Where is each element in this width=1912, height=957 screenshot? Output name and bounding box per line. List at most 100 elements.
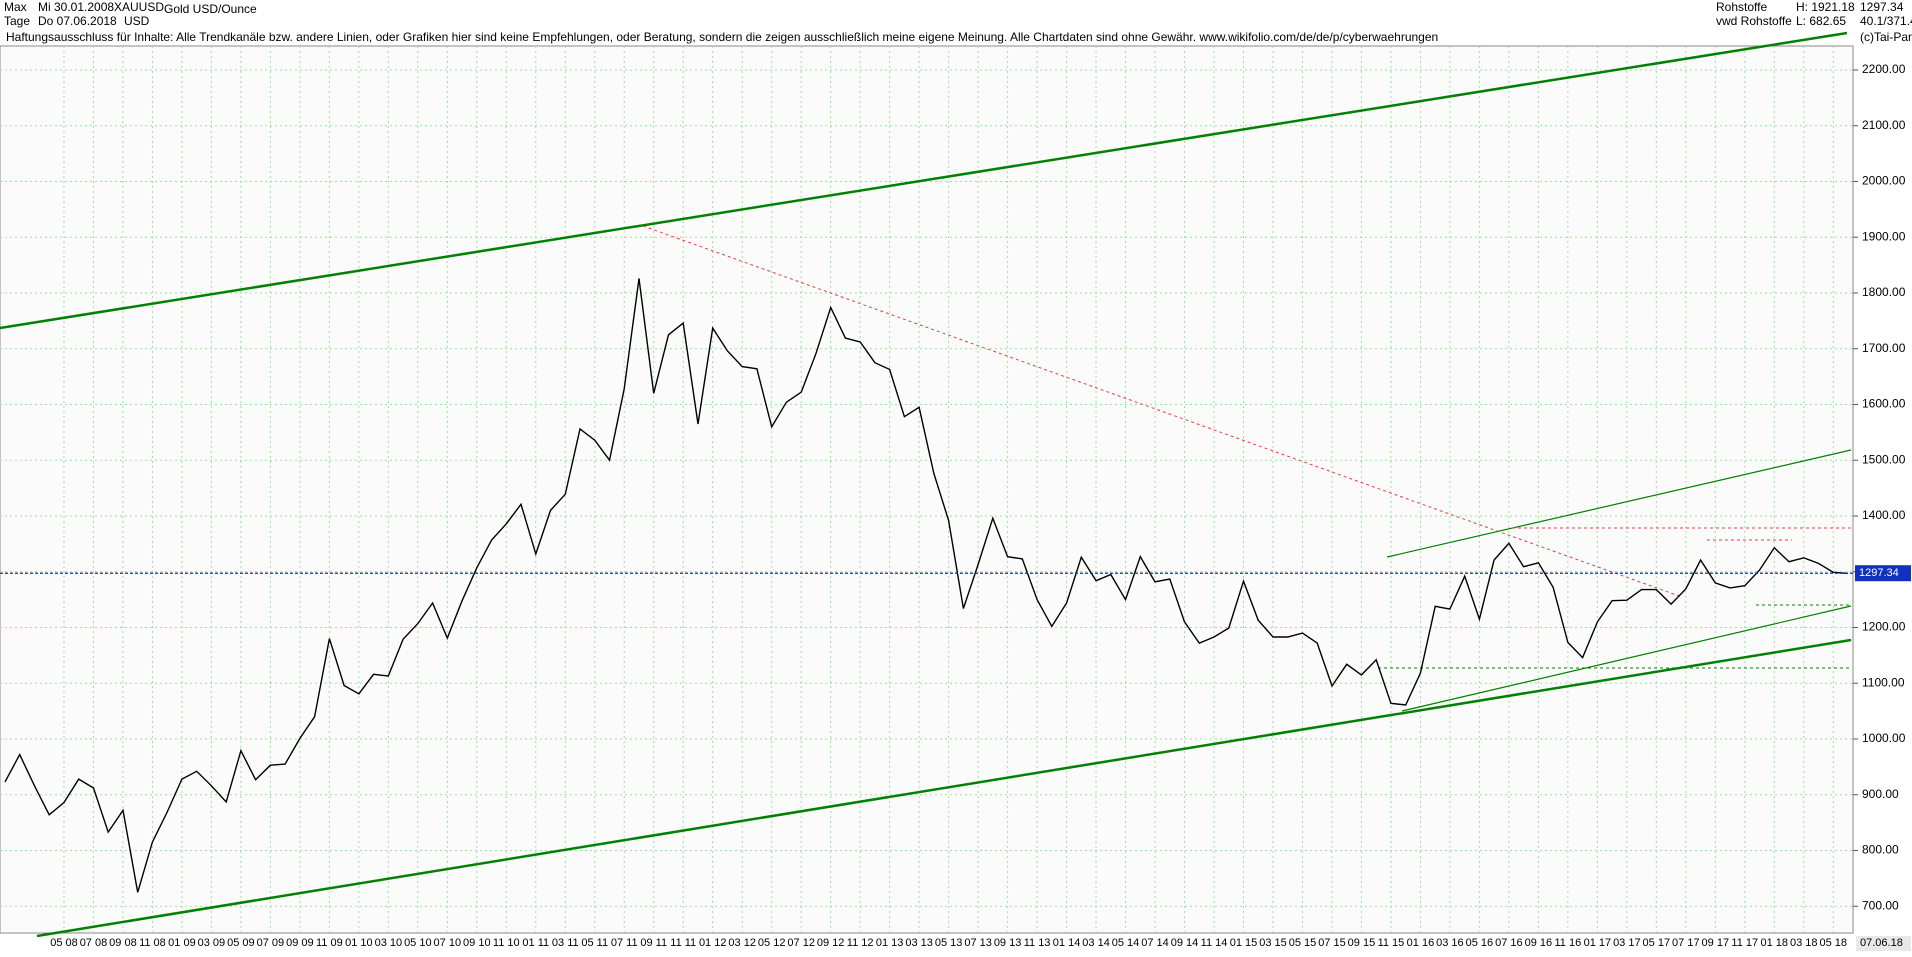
x-tick-label: 05 12 — [758, 937, 786, 949]
x-tick-label: 11 12 — [847, 937, 874, 949]
header: Max Mi 30.01.2008 XAUUSD Gold USD/Ounce … — [4, 0, 1912, 44]
end-date: Do 07.06.2018 — [38, 14, 117, 28]
x-tick-label: 03 10 — [375, 937, 403, 949]
last: 1297.34 — [1860, 0, 1904, 14]
x-tick-label: 07 16 — [1495, 937, 1523, 949]
period: Tage — [4, 14, 30, 28]
x-tick-label: 11 10 — [493, 937, 520, 949]
y-tick-label: 900.00 — [1862, 787, 1899, 801]
x-tick-label: 05 09 — [227, 937, 255, 949]
copyright: (c)Tai-Pan — [1860, 30, 1912, 44]
x-tick-label: 01 12 — [699, 937, 727, 949]
x-tick-label: 09 12 — [817, 937, 845, 949]
x-tick-label: 05 11 — [581, 937, 608, 949]
grid — [0, 46, 1853, 933]
x-tick-label: 11 09 — [316, 937, 343, 949]
last-price-label: 1297.34 — [1859, 567, 1899, 579]
x-tick-label: 01 09 — [168, 937, 196, 949]
x-tick-label: 03 17 — [1613, 937, 1641, 949]
x-tick-label: 01 16 — [1407, 937, 1435, 949]
y-tick-label: 1900.00 — [1862, 229, 1906, 243]
x-tick-label: 05 08 — [50, 937, 78, 949]
y-tick-label: 1100.00 — [1862, 675, 1905, 689]
x-tick-label: 07 13 — [964, 937, 992, 949]
x-tick-label: 01 13 — [876, 937, 904, 949]
x-tick-label: 01 10 — [345, 937, 373, 949]
x-tick-label: 05 16 — [1466, 937, 1494, 949]
y-tick-label: 2100.00 — [1862, 118, 1906, 132]
y-tick-label: 2200.00 — [1862, 62, 1906, 76]
x-tick-label: 11 14 — [1201, 937, 1228, 949]
resistance-line — [642, 225, 1683, 598]
y-tick-label: 2000.00 — [1862, 174, 1906, 188]
x-tick-label: 09 10 — [463, 937, 491, 949]
x-tick-label: 03 16 — [1436, 937, 1464, 949]
x-tick-label: 11 16 — [1555, 937, 1582, 949]
x-tick-label: 01 18 — [1761, 937, 1789, 949]
x-tick-label: 05 14 — [1112, 937, 1140, 949]
lower-channel — [36, 638, 1852, 938]
y-tick-label: 1500.00 — [1862, 452, 1906, 466]
y-tick-label: 1000.00 — [1862, 731, 1906, 745]
x-tick-label: 07 09 — [257, 937, 285, 949]
x-tick-label: 01 11 — [522, 937, 549, 949]
currency: USD — [124, 14, 150, 28]
end-label: 07.06.18 — [1860, 937, 1903, 949]
symbol: XAUUSD — [114, 0, 164, 14]
x-tick-label: 03 13 — [905, 937, 933, 949]
x-tick-label: 03 14 — [1082, 937, 1110, 949]
x-tick-label: 01 17 — [1584, 937, 1612, 949]
x-tick-label: 09 09 — [286, 937, 314, 949]
x-tick-label: 05 10 — [404, 937, 432, 949]
x-tick-label: 03 11 — [552, 937, 579, 949]
x-tick-label: 09 11 — [640, 937, 667, 949]
end-label-box — [1856, 936, 1911, 951]
x-tick-label: 05 15 — [1289, 937, 1317, 949]
channel-line — [1386, 449, 1852, 558]
low: L: 682.65 — [1796, 14, 1846, 28]
x-tick-label: 11 13 — [1024, 937, 1051, 949]
upper-channel — [0, 31, 1848, 330]
high: H: 1921.18 — [1796, 0, 1855, 14]
last-price-box — [1855, 565, 1911, 582]
x-tick-label: 09 08 — [109, 937, 137, 949]
x-tick-label: 01 14 — [1053, 937, 1081, 949]
x-tick-label: 09 16 — [1525, 937, 1553, 949]
x-tick-label: 07 17 — [1672, 937, 1700, 949]
x-tick-label: 09 14 — [1171, 937, 1199, 949]
x-tick-label: 11 11 — [670, 937, 696, 949]
y-tick-label: 1800.00 — [1862, 285, 1906, 299]
y-tick-label: 1600.00 — [1862, 397, 1906, 411]
x-tick-label: 03 12 — [728, 937, 756, 949]
x-tick-label: 09 17 — [1702, 937, 1730, 949]
x-tick-label: 07 08 — [80, 937, 108, 949]
x-tick-label: 11 08 — [139, 937, 166, 949]
source2: vwd Rohstoffe — [1716, 14, 1792, 28]
y-tick-label: 800.00 — [1862, 843, 1899, 857]
x-tick-label: 03 18 — [1790, 937, 1818, 949]
x-tick-label: 05 17 — [1643, 937, 1671, 949]
y-tick-label: 1700.00 — [1862, 341, 1906, 355]
x-tick-label: 07 14 — [1141, 937, 1169, 949]
x-tick-label: 11 17 — [1731, 937, 1758, 949]
x-tick-label: 07 12 — [787, 937, 815, 949]
range: Max — [4, 0, 27, 14]
channel-line — [1401, 605, 1852, 712]
x-tick-label: 09 15 — [1348, 937, 1376, 949]
extra: 40.1/371.4 — [1860, 14, 1912, 28]
x-tick-label: 01 15 — [1230, 937, 1258, 949]
y-tick-label: 1200.00 — [1862, 620, 1906, 634]
chart-title: Haftungsausschluss für Inhalte: Alle Tre… — [6, 30, 1438, 44]
y-tick-label: 1400.00 — [1862, 508, 1906, 522]
y-tick-label: 700.00 — [1862, 898, 1899, 912]
x-tick-label: 09 13 — [994, 937, 1022, 949]
x-tick-label: 07 11 — [611, 937, 638, 949]
x-tick-label: 07 15 — [1318, 937, 1346, 949]
x-tick-label: 07 10 — [434, 937, 462, 949]
x-tick-label: 03 15 — [1259, 937, 1287, 949]
x-tick-label: 11 15 — [1378, 937, 1405, 949]
price-line — [4, 278, 1849, 893]
start-date: Mi 30.01.2008 — [38, 0, 114, 14]
plot-area — [0, 45, 1854, 934]
